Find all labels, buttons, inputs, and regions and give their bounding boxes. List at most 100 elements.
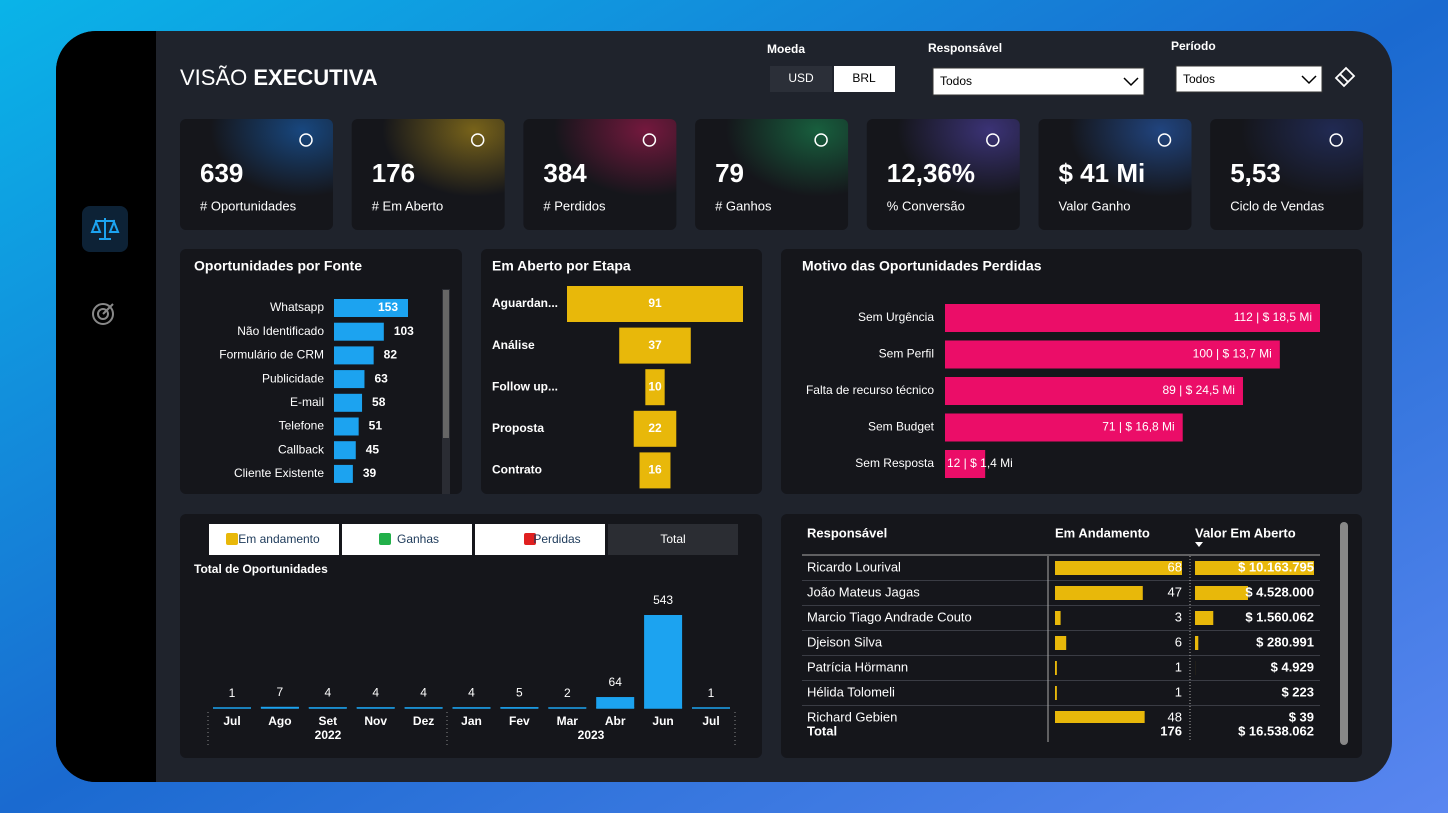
value-label: 4 [372,685,379,699]
valor-cell: $ 10.163.795 [1238,559,1314,574]
em-bar [1055,586,1143,600]
em-cell: 3 [1175,609,1182,624]
value-label: 16 [648,463,662,477]
name-cell: Ricardo Lourival [807,559,901,574]
name-cell: Richard Gebien [807,709,897,724]
column [500,707,539,708]
eraser-icon[interactable] [1334,66,1356,88]
kpi-icon [470,133,485,147]
kpi-label: # Em Aberto [372,198,444,213]
bar [945,340,1280,369]
bar [334,441,356,460]
tab[interactable] [342,524,472,555]
month-label: Ago [268,714,291,728]
em-cell: 47 [1168,584,1182,599]
category-label: E-mail [290,395,324,409]
value-label: 4 [324,685,331,699]
funnel-bar [619,327,691,364]
category-label: Sem Perfil [879,347,934,361]
periodo-dropdown[interactable] [1175,65,1323,93]
kpi-label: # Oportunidades [200,198,297,213]
kpi-glow [351,119,505,230]
category-label: Formulário de CRM [219,348,324,362]
title-light: VISÃO [180,65,247,90]
panel-title: Motivo das Oportunidades Perdidas [802,258,1042,274]
kpi-glow [1038,119,1192,230]
kpi-value: 12,36% [887,158,975,188]
value-label: 63 [374,371,388,385]
em-bar [1055,561,1182,575]
panel [481,249,762,494]
brl-button[interactable] [834,66,895,92]
category-label: Callback [278,442,325,456]
panel-title: Em Aberto por Etapa [492,258,631,274]
periodo-label: Período [1171,39,1216,53]
value-label: 2 [564,686,571,700]
name-cell: Hélida Tolomeli [807,684,895,699]
month-label: Dez [413,714,434,728]
responsavel-label: Responsável [928,41,1002,55]
value-label: 5 [516,685,523,699]
total-valor: $ 16.538.062 [1238,723,1314,738]
year-label: 2022 [315,728,342,742]
funnel-bar [645,369,665,406]
value-label: 82 [384,348,398,362]
bar [945,377,1243,405]
bar [334,417,359,436]
kpi-label: # Ganhos [715,198,772,213]
value-label: 58 [372,395,386,409]
bar [334,464,353,483]
tab-icon [379,533,391,545]
table-body: Ricardo Lourival 68 $ 10.163.795 João Mateu… [802,559,1320,724]
usd-button[interactable] [770,66,832,92]
em-bar [1055,636,1067,650]
brl-text: BRL [852,71,876,85]
tab-label: Perdidas [533,532,580,546]
column [260,706,299,708]
valor-cell: $ 4.528.000 [1245,584,1314,599]
value-label: 89 | $ 24,5 Mi [1162,383,1235,397]
category-label: Falta de recurso técnico [806,383,934,397]
bar [945,304,1320,332]
category-label: Análise [492,338,535,352]
funnel-bar [633,410,677,447]
kpi-label: # Perdidos [543,198,606,213]
tab[interactable] [608,524,738,555]
value-label: 4 [468,685,475,699]
category-label: Telefone [279,419,325,433]
tab[interactable] [475,524,605,555]
valor-bar [1195,636,1199,650]
name-cell: João Mateus Jagas [807,584,920,599]
tab-label: Ganhas [397,532,439,546]
responsavel-value: Todos [940,74,972,88]
kpi-glow [695,119,849,230]
moeda-label: Moeda [767,42,805,56]
column [404,707,443,708]
total-em: 176 [1160,723,1182,738]
column [644,615,683,708]
category-label: Proposta [492,421,544,435]
category-label: Contrato [492,463,542,477]
panel-title: Total de Oportunidades [194,562,328,576]
title: VISÃO EXECUTIVA [180,65,378,90]
value-label: 7 [277,685,284,699]
periodo-value: Todos [1183,72,1215,86]
target-icon[interactable] [92,303,114,325]
tab-icon [524,533,536,545]
title-bold: EXECUTIVA [253,65,377,90]
value-label: 45 [366,442,380,456]
kpi-glow [523,119,677,230]
panel-title: Oportunidades por Fonte [194,258,362,274]
kpi-glow [1210,119,1364,230]
value-label: 64 [609,675,623,689]
em-cell: 68 [1168,559,1182,574]
category-label: Sem Resposta [855,456,934,470]
value-label: 1 [708,686,715,700]
value-label: 22 [648,421,662,435]
name-cell: Marcio Tiago Andrade Couto [807,609,972,624]
kpi-label: % Conversão [887,198,965,213]
column-header: Em Andamento [1055,525,1150,540]
value-label: 91 [648,296,662,310]
responsavel-dropdown[interactable] [932,67,1145,96]
